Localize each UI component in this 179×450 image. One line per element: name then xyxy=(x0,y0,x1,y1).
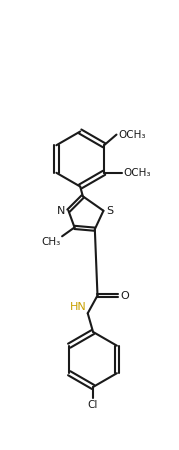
Text: CH₃: CH₃ xyxy=(41,237,61,247)
Text: OCH₃: OCH₃ xyxy=(118,130,145,140)
Text: O: O xyxy=(120,291,129,301)
Text: S: S xyxy=(107,206,114,216)
Text: HN: HN xyxy=(70,302,86,312)
Text: Cl: Cl xyxy=(88,400,98,410)
Text: N: N xyxy=(57,206,65,216)
Text: OCH₃: OCH₃ xyxy=(123,168,151,178)
